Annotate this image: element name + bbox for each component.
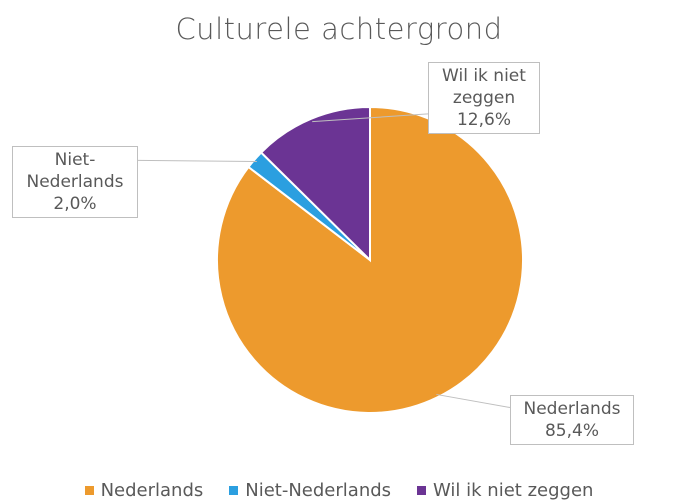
chart-title: Culturele achtergrond: [175, 12, 503, 46]
legend-label-wil-ik-niet-zeggen: Wil ik niet zeggen: [433, 479, 594, 501]
data-label-wil-ik-niet-zeggen-line-1: Wil ik niet: [442, 66, 526, 86]
data-label-nederlands: Nederlands 85,4%: [510, 395, 634, 445]
data-label-wil-ik-niet-zeggen-value: 12,6%: [456, 110, 511, 130]
legend: Nederlands Niet-Nederlands Wil ik niet z…: [0, 478, 678, 502]
data-label-niet-nederlands-line-2: Nederlands: [26, 172, 124, 192]
legend-label-nederlands: Nederlands: [100, 479, 204, 501]
leader-line-nederlands: [436, 393, 511, 408]
leader-line-wil-ik-niet-zeggen: [312, 113, 429, 123]
legend-swatch-wil-ik-niet-zeggen: [417, 485, 427, 495]
legend-swatch-niet-nederlands: [229, 485, 239, 495]
data-label-wil-ik-niet-zeggen: Wil ik niet zeggen 12,6%: [428, 62, 540, 134]
legend-item-wil-ik-niet-zeggen: Wil ik niet zeggen: [417, 480, 593, 501]
legend-item-nederlands: Nederlands: [84, 479, 204, 501]
legend-item-niet-nederlands: Niet-Nederlands: [229, 480, 391, 501]
data-label-niet-nederlands: Niet- Nederlands 2,0%: [12, 146, 138, 218]
data-label-niet-nederlands-value: 2,0%: [53, 194, 97, 214]
data-label-nederlands-line-1: Nederlands: [523, 399, 621, 419]
data-label-nederlands-value: 85,4%: [544, 421, 599, 441]
data-label-niet-nederlands-line-1: Niet-: [54, 150, 96, 170]
legend-label-niet-nederlands: Niet-Nederlands: [245, 479, 392, 501]
pie-slice-wil-ik-niet-zeggen: [259, 105, 371, 263]
leader-line-niet-nederlands: [137, 159, 257, 163]
legend-swatch-nederlands: [84, 485, 94, 495]
data-label-wil-ik-niet-zeggen-line-2: zeggen: [452, 88, 516, 108]
